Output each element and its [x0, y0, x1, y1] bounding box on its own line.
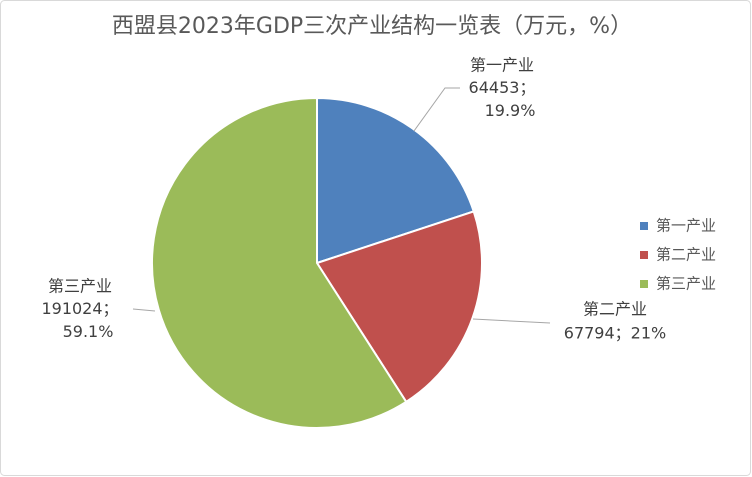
legend-label: 第二产业 — [656, 246, 716, 264]
leader-line — [472, 318, 551, 324]
legend-swatch — [640, 222, 648, 230]
data-label-part: 59.1% — [63, 322, 114, 341]
pie-slice — [151, 96, 408, 429]
data-label-part: 191024； — [41, 299, 118, 318]
data-label: 67794；21% — [564, 324, 666, 343]
legend-label: 第三产业 — [656, 275, 716, 293]
data-label-name: 第一产业 — [470, 56, 534, 75]
data-label: 64453； 19.9% — [469, 78, 536, 120]
pie-slice — [315, 210, 483, 404]
data-label-name: 第二产业 — [583, 300, 647, 319]
leader-line — [132, 308, 156, 312]
legend-label: 第一产业 — [656, 217, 716, 235]
data-label: 191024； 59.1% — [41, 299, 118, 341]
leader-line — [413, 87, 460, 132]
data-label-part: 64453； — [469, 78, 536, 97]
data-label-part: 19.9% — [485, 101, 536, 120]
data-label-name: 第三产业 — [48, 277, 112, 296]
pie-slice — [316, 96, 475, 265]
legend-swatch — [640, 280, 648, 288]
legend-swatch — [640, 251, 648, 259]
chart-title: 西盟县2023年GDP三次产业结构一览表（万元，%） — [112, 14, 632, 39]
